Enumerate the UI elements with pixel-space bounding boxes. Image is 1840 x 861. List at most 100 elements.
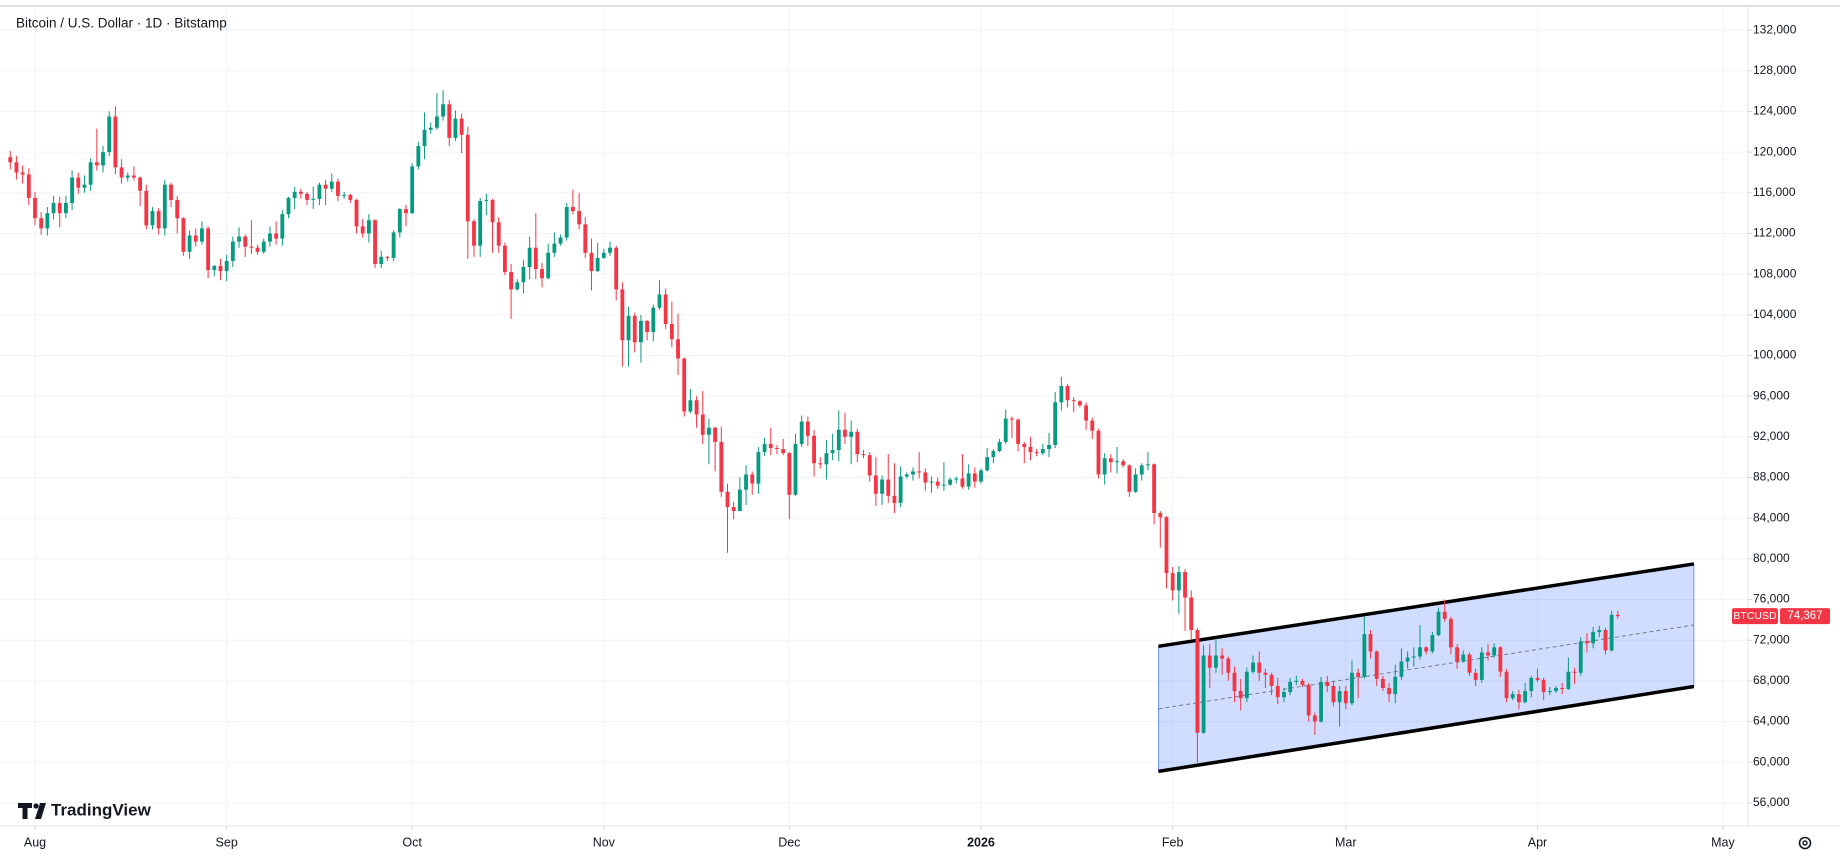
candle-body bbox=[515, 282, 520, 290]
candle-body bbox=[812, 435, 816, 464]
candle-body bbox=[107, 116, 112, 153]
y-tick-label: 120,000 bbox=[1753, 144, 1797, 158]
candle-body bbox=[577, 211, 582, 225]
candle-body bbox=[156, 211, 161, 229]
candle-body bbox=[1343, 691, 1348, 704]
candle-body bbox=[138, 177, 143, 191]
candle-body bbox=[1560, 688, 1565, 690]
candle-body bbox=[731, 507, 736, 512]
candle-body bbox=[243, 236, 248, 247]
candle-body bbox=[793, 443, 798, 495]
candle-body bbox=[33, 197, 37, 219]
candle-body bbox=[694, 400, 699, 415]
candle-body bbox=[1572, 671, 1577, 673]
symbol-tag-text: BTCUSD bbox=[1733, 610, 1777, 622]
candle-body bbox=[94, 162, 99, 166]
candle-body bbox=[1535, 677, 1540, 680]
y-tick-label: 56,000 bbox=[1753, 795, 1790, 809]
candle-body bbox=[132, 175, 136, 178]
gear[interactable] bbox=[1798, 836, 1812, 850]
candle-body bbox=[14, 162, 19, 173]
candle-body bbox=[1269, 674, 1274, 686]
candle-body bbox=[51, 202, 56, 214]
candle-body bbox=[1424, 647, 1429, 652]
candle-body bbox=[410, 166, 415, 214]
candle-body bbox=[1139, 465, 1144, 475]
candle-body bbox=[626, 315, 631, 341]
candle-body bbox=[1034, 452, 1039, 454]
y-tick-label: 76,000 bbox=[1753, 592, 1790, 606]
candle-body bbox=[855, 431, 860, 455]
candle-body bbox=[1448, 618, 1453, 648]
candle-body bbox=[397, 209, 402, 233]
candle-body bbox=[1065, 386, 1070, 401]
candle-body bbox=[1473, 672, 1478, 680]
candle-body bbox=[682, 358, 687, 412]
candle-body bbox=[1220, 655, 1225, 659]
candle-body bbox=[589, 252, 594, 272]
candle-body bbox=[583, 224, 588, 253]
candle-body bbox=[1071, 400, 1076, 402]
y-tick-label: 116,000 bbox=[1753, 185, 1796, 199]
candle-body bbox=[1003, 418, 1008, 442]
candle-body bbox=[707, 427, 711, 435]
y-tick-label: 108,000 bbox=[1753, 266, 1797, 280]
candle-body bbox=[867, 455, 872, 476]
candle-body bbox=[997, 441, 1002, 452]
candle-body bbox=[230, 241, 235, 261]
candle-body bbox=[1609, 614, 1614, 651]
candle-body bbox=[1263, 672, 1268, 675]
x-tick-label: Mar bbox=[1335, 835, 1357, 849]
candle-body bbox=[639, 320, 643, 343]
candle-body bbox=[1251, 662, 1255, 672]
candle-body bbox=[1275, 685, 1280, 698]
candle-body bbox=[1492, 647, 1497, 656]
candle-body bbox=[1461, 654, 1466, 662]
candle-body bbox=[1133, 474, 1138, 492]
candle-body bbox=[490, 199, 495, 223]
candle-body bbox=[564, 207, 569, 238]
candle-body bbox=[960, 478, 965, 487]
candle-body bbox=[82, 184, 87, 188]
candle-body bbox=[552, 243, 557, 253]
candle-body bbox=[1176, 572, 1181, 591]
candle-body bbox=[843, 429, 847, 437]
candle-body bbox=[39, 218, 44, 229]
settings-icon[interactable] bbox=[1798, 836, 1812, 850]
candles bbox=[8, 90, 1620, 763]
candle-body bbox=[280, 214, 285, 239]
watermark-text: TradingView bbox=[51, 800, 152, 819]
candle-body bbox=[540, 269, 544, 279]
y-tick-label: 112,000 bbox=[1753, 226, 1796, 240]
candle-body bbox=[632, 315, 637, 343]
candle-body bbox=[979, 470, 983, 482]
candle-body bbox=[472, 221, 476, 246]
candle-body bbox=[737, 489, 742, 512]
candle-body bbox=[175, 199, 180, 219]
candle-body bbox=[434, 116, 439, 128]
candle-body bbox=[725, 491, 730, 508]
candle-body bbox=[379, 256, 384, 264]
gear[interactable] bbox=[1802, 840, 1808, 846]
candle-body bbox=[601, 252, 606, 258]
candle-body bbox=[453, 118, 458, 138]
candle-body bbox=[608, 247, 612, 253]
candle-body bbox=[521, 267, 526, 283]
watermark: TradingView bbox=[18, 800, 152, 819]
y-tick-label: 104,000 bbox=[1753, 307, 1797, 321]
candle-body bbox=[249, 246, 254, 248]
candle-body bbox=[1510, 694, 1515, 699]
x-tick-label: May bbox=[1711, 835, 1735, 849]
candle-body bbox=[459, 118, 464, 135]
candle-body bbox=[70, 177, 75, 203]
candle-body bbox=[502, 245, 507, 273]
candle-body bbox=[484, 199, 489, 201]
logo-icon bbox=[18, 803, 32, 819]
candle-body bbox=[162, 184, 167, 229]
candle-body bbox=[1158, 513, 1163, 518]
channel-line bbox=[1158, 562, 1695, 649]
candle-body bbox=[1547, 691, 1552, 693]
candle-body bbox=[1121, 461, 1126, 466]
